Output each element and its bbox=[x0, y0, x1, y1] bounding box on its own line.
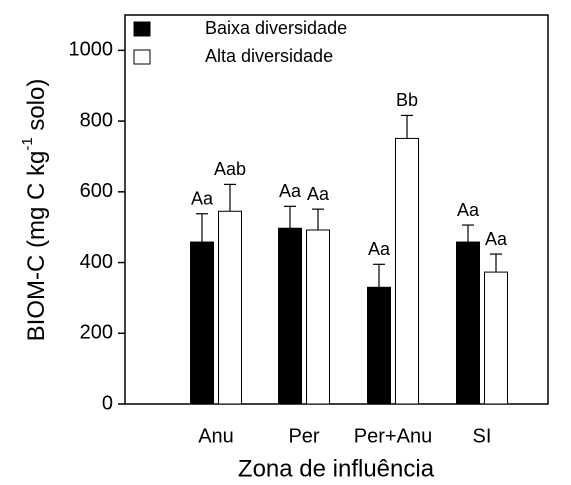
bar-annotation: Aa bbox=[279, 181, 302, 201]
bar-annotation: Bb bbox=[396, 90, 418, 110]
legend-swatch bbox=[133, 49, 151, 65]
x-tick-label: Anu bbox=[198, 425, 234, 447]
x-tick-label: SI bbox=[473, 425, 492, 447]
y-axis-title: BIOM-C (mg C kg-1 solo) bbox=[19, 79, 50, 342]
bar bbox=[395, 137, 419, 405]
x-tick-label: Per bbox=[288, 425, 319, 447]
y-tick-label: 400 bbox=[80, 251, 113, 273]
legend-swatch bbox=[133, 21, 151, 37]
legend-label: Alta diversidade bbox=[205, 46, 333, 66]
bar bbox=[190, 241, 214, 405]
bar-annotation: Aab bbox=[214, 159, 246, 179]
y-tick-label: 600 bbox=[80, 180, 113, 202]
y-axis-title-text: BIOM-C (mg C kg bbox=[23, 151, 50, 342]
bar bbox=[278, 227, 302, 405]
y-tick-label: 1000 bbox=[69, 39, 114, 61]
y-tick-label: 200 bbox=[80, 322, 113, 344]
x-tick-label: Per+Anu bbox=[354, 425, 432, 447]
bar-annotation: Aa bbox=[485, 229, 508, 249]
x-axis-title: Zona de influência bbox=[238, 455, 435, 482]
y-tick-label: 800 bbox=[80, 109, 113, 131]
bar-annotation: Aa bbox=[457, 200, 480, 220]
bar bbox=[456, 241, 480, 405]
y-tick-label: 0 bbox=[102, 392, 113, 414]
y-axis-title-tail: solo) bbox=[23, 79, 50, 138]
bar-annotation: Aa bbox=[307, 184, 330, 204]
bar bbox=[367, 286, 391, 405]
bar bbox=[218, 210, 242, 405]
plot-frame bbox=[124, 14, 549, 405]
bar-annotation: Aa bbox=[368, 239, 391, 259]
y-axis-title-sup: -1 bbox=[19, 137, 36, 150]
bar-annotation: Aa bbox=[191, 188, 214, 208]
legend-label: Baixa diversidade bbox=[205, 18, 347, 38]
bar bbox=[484, 271, 508, 405]
bar bbox=[306, 229, 330, 405]
